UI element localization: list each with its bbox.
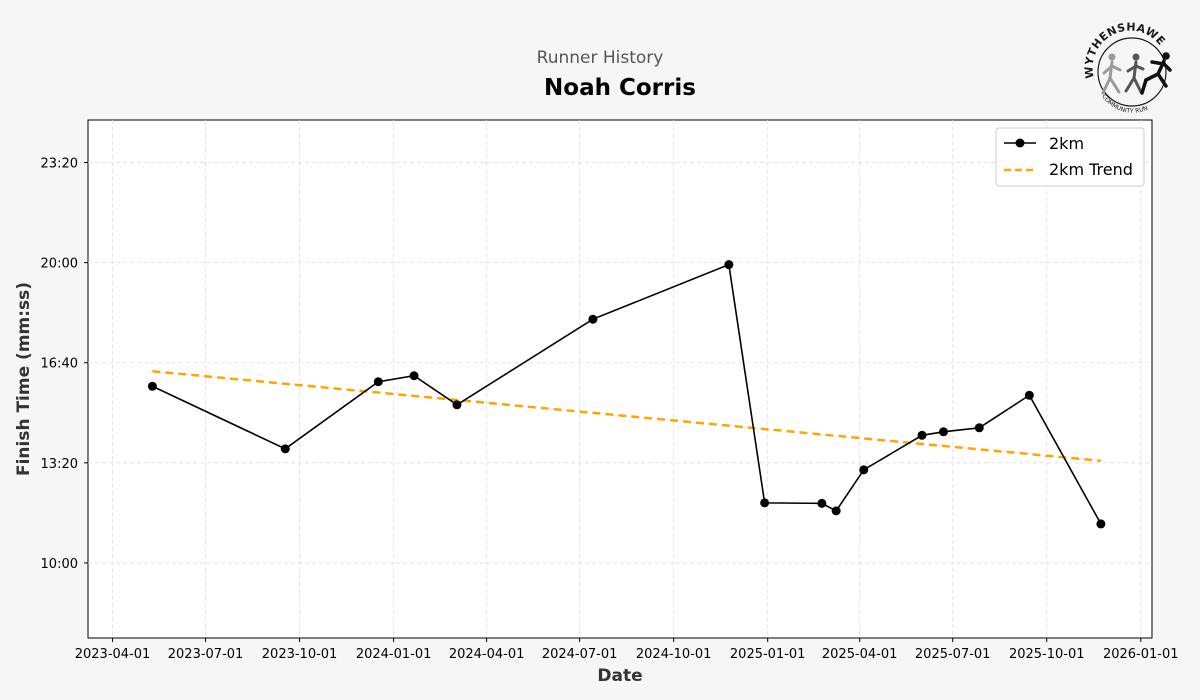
x-tick-label: 2024-10-01 <box>636 647 712 662</box>
data-point <box>817 498 827 508</box>
legend-entry-2km: 2km <box>1004 134 1084 153</box>
legend-entry-trend: 2km Trend <box>1004 160 1133 179</box>
data-point <box>760 498 770 508</box>
chart-title: Noah Corris <box>544 75 696 101</box>
y-tick-label: 16:40 <box>41 357 78 372</box>
chart-subtitle: Runner History <box>537 48 664 68</box>
data-point <box>938 427 948 437</box>
x-axis-label: Date <box>597 666 642 686</box>
trend-line <box>152 369 1102 463</box>
legend-label-2km: 2km <box>1049 134 1084 153</box>
y-axis-label: Finish Time (mm:ss) <box>14 282 34 476</box>
x-tick-label: 2025-04-01 <box>822 647 898 662</box>
x-tick-label: 2026-01-01 <box>1103 647 1179 662</box>
x-tick-label: 2025-01-01 <box>730 647 806 662</box>
y-tick-label: 10:00 <box>41 557 78 572</box>
club-logo: WYTHENSHAWE COMMUNITY RUN <box>1082 21 1172 115</box>
runner-figure-dark <box>1140 52 1172 95</box>
data-point <box>452 400 462 410</box>
x-tick-label: 2023-07-01 <box>168 647 244 662</box>
x-tick-label: 2025-10-01 <box>1009 647 1085 662</box>
y-axis-ticks: 10:00 13:20 16:40 20:00 23:20 <box>41 157 88 572</box>
legend-marker-2km <box>1015 138 1025 148</box>
trend-series <box>152 369 1102 463</box>
logo-top-text: WYTHENSHAWE <box>1082 21 1168 80</box>
x-tick-label: 2024-01-01 <box>356 647 432 662</box>
data-point <box>831 506 841 516</box>
y-tick-label: 20:00 <box>41 257 78 272</box>
plot-area <box>87 119 1153 639</box>
data-point <box>1024 390 1034 400</box>
data-point <box>280 444 290 454</box>
runner-figure-light <box>1101 53 1122 95</box>
x-tick-label: 2023-10-01 <box>262 647 338 662</box>
data-point <box>724 260 734 270</box>
series-line-2km <box>152 263 1102 525</box>
x-tick-label: 2024-07-01 <box>542 647 618 662</box>
x-tick-label: 2023-04-01 <box>75 647 151 662</box>
data-point <box>147 381 157 391</box>
data-point <box>373 377 383 387</box>
x-axis-ticks: 2023-04-01 2023-07-01 2023-10-01 2024-01-01… <box>75 638 1179 662</box>
y-tick-label: 13:20 <box>41 457 78 472</box>
data-point <box>588 314 598 324</box>
data-point <box>859 465 869 475</box>
data-point <box>974 423 984 433</box>
data-point <box>1096 519 1106 529</box>
data-point <box>917 430 927 440</box>
data-point <box>409 371 419 381</box>
runner-figure-mid <box>1124 53 1145 94</box>
data-series <box>147 260 1106 529</box>
legend: 2km 2km Trend <box>995 127 1145 187</box>
logo-bottom-text: COMMUNITY RUN <box>1100 93 1149 115</box>
x-tick-label: 2025-07-01 <box>915 647 991 662</box>
x-tick-label: 2024-04-01 <box>449 647 525 662</box>
y-tick-label: 23:20 <box>41 157 78 172</box>
legend-label-trend: 2km Trend <box>1049 160 1133 179</box>
